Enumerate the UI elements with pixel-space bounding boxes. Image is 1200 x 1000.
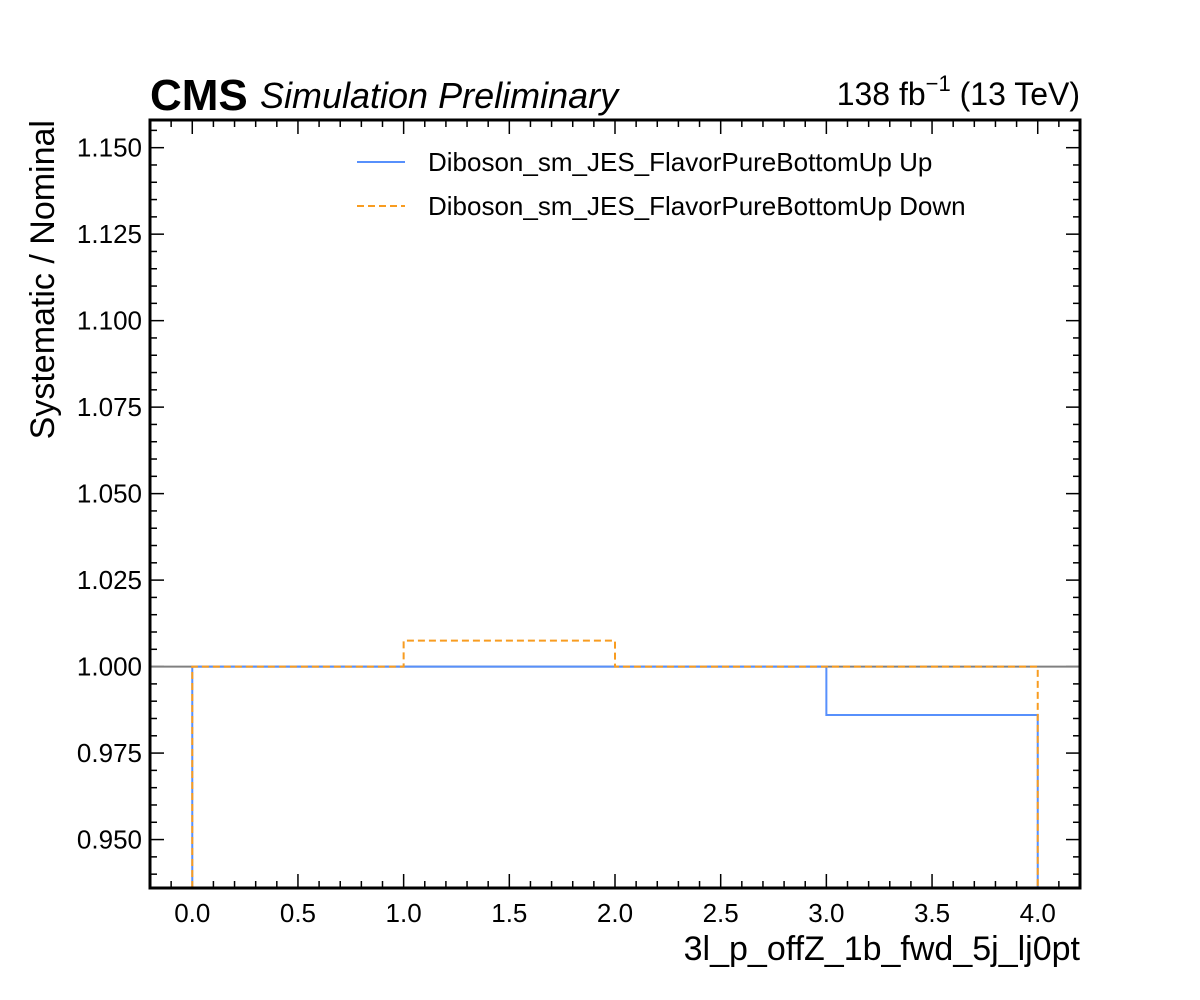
x-tick-label: 3.0	[808, 898, 844, 928]
y-axis-label: Systematic / Nominal	[24, 120, 62, 439]
simulation-preliminary-label: Simulation Preliminary	[260, 75, 620, 116]
y-tick-label: 1.125	[77, 219, 142, 249]
x-axis-label: 3l_p_offZ_1b_fwd_5j_lj0pt	[684, 930, 1081, 968]
y-tick-label: 1.000	[77, 652, 142, 682]
x-tick-label: 1.0	[386, 898, 422, 928]
x-tick-label: 3.5	[914, 898, 950, 928]
series-line-down	[191, 639, 1039, 888]
cms-label: CMS	[150, 71, 248, 120]
lumi-exponent: −1	[926, 71, 951, 96]
legend-entry-label: Diboson_sm_JES_FlavorPureBottomUp Up	[428, 147, 932, 177]
x-tick-label: 2.0	[597, 898, 633, 928]
y-tick-label: 1.075	[77, 392, 142, 422]
y-tick-label: 1.025	[77, 565, 142, 595]
lumi-value: 138 fb	[837, 76, 926, 112]
legend-entry-label: Diboson_sm_JES_FlavorPureBottomUp Down	[428, 191, 966, 221]
y-tick-label: 1.100	[77, 306, 142, 336]
series-line-up	[191, 665, 1039, 888]
plot-frame	[148, 118, 1082, 890]
x-tick-label: 1.5	[491, 898, 527, 928]
x-tick-label: 0.5	[280, 898, 316, 928]
y-tick-label: 0.950	[77, 825, 142, 855]
x-tick-label: 2.5	[703, 898, 739, 928]
y-tick-label: 0.975	[77, 738, 142, 768]
lumi-energy: (13 TeV)	[951, 76, 1080, 112]
lumi-label: 138 fb−1 (13 TeV)	[837, 71, 1080, 112]
x-tick-label: 0.0	[174, 898, 210, 928]
y-tick-label: 1.050	[77, 479, 142, 509]
x-tick-label: 4.0	[1020, 898, 1056, 928]
axis-ticks	[149, 120, 1081, 888]
tick-labels: 0.0 0.5 1.0 1.5 2.0 2.5 3.0 3.5 4.0 0.950 0.975 1.0…	[77, 133, 1056, 928]
y-tick-label: 1.150	[77, 133, 142, 163]
series-group	[191, 639, 1039, 888]
legend: Diboson_sm_JES_FlavorPureBottomUp Up Dibo…	[357, 147, 966, 221]
